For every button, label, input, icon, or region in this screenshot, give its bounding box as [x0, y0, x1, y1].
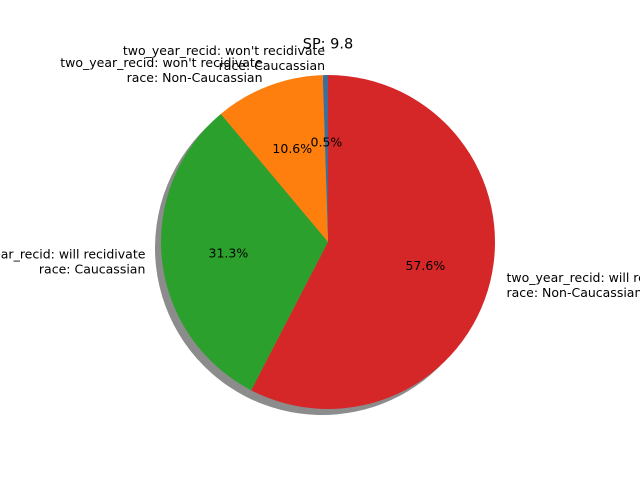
slice-percent-label: 0.5%	[311, 134, 343, 149]
slice-label-line: two_year_recid: will recidivate	[506, 270, 640, 285]
slice-label-line: two_year_recid: won't recidivate	[123, 43, 326, 58]
pie-labels: two_year_recid: won't recidivate race: Ca…	[0, 43, 640, 300]
slice-label: two_year_recid: won't recidivate race: No…	[60, 55, 263, 85]
pie-slice	[322, 75, 328, 242]
slice-percent-label: 31.3%	[209, 245, 249, 260]
slice-label-line: two_year_recid: will recidivate	[0, 247, 146, 262]
chart-title: SP: 9.8	[303, 37, 354, 53]
slice-label-line: race: Non-Caucassian	[127, 70, 263, 85]
slice-label-line: two_year_recid: won't recidivate	[60, 55, 263, 70]
slice-label-line: race: Caucassian	[39, 262, 145, 277]
pie-slice	[160, 113, 328, 391]
pie-slice	[220, 75, 328, 243]
slice-label-line: race: Non-Caucassian	[506, 285, 640, 300]
slice-label: two_year_recid: won't recidivate race: Ca…	[123, 43, 326, 73]
slice-label-line: race: Caucassian	[219, 58, 325, 73]
slice-percent-label: 10.6%	[272, 141, 312, 156]
slice-percent-label: 57.6%	[405, 258, 445, 273]
pie-slices	[160, 75, 495, 409]
pie-slice	[251, 75, 495, 409]
